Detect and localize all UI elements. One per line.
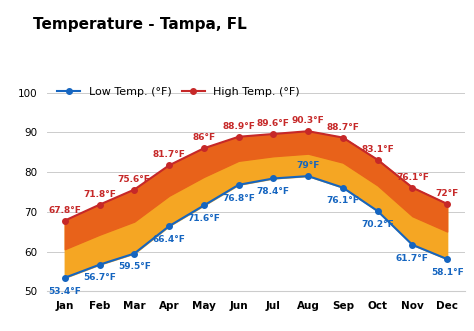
Text: 75.6°F: 75.6°F [118,175,151,184]
Text: 72°F: 72°F [436,189,459,198]
Text: 79°F: 79°F [296,161,320,170]
Text: Temperature - Tampa, FL: Temperature - Tampa, FL [33,17,247,31]
Text: 88.7°F: 88.7°F [327,122,359,132]
Text: 70.2°F: 70.2°F [361,220,394,229]
Text: 88.9°F: 88.9°F [222,122,255,131]
Text: 53.4°F: 53.4°F [48,287,81,296]
Text: 86°F: 86°F [192,133,215,142]
Text: 56.7°F: 56.7°F [83,273,116,282]
Text: 58.1°F: 58.1°F [431,268,464,277]
Text: 76.1°F: 76.1°F [327,196,359,205]
Text: 83.1°F: 83.1°F [361,145,394,154]
Text: 71.8°F: 71.8°F [83,190,116,199]
Text: 59.5°F: 59.5°F [118,262,151,271]
Text: 76.1°F: 76.1°F [396,173,429,182]
Text: 78.4°F: 78.4°F [257,187,290,196]
Text: 90.3°F: 90.3°F [292,116,325,125]
Text: 89.6°F: 89.6°F [257,119,290,128]
Text: 71.6°F: 71.6°F [187,214,220,223]
Text: 76.8°F: 76.8°F [222,194,255,203]
Text: 67.8°F: 67.8°F [48,206,81,214]
Legend: Low Temp. (°F), High Temp. (°F): Low Temp. (°F), High Temp. (°F) [53,82,305,101]
Text: 61.7°F: 61.7°F [396,254,429,262]
Text: 66.4°F: 66.4°F [153,235,185,244]
Text: 81.7°F: 81.7°F [153,150,185,160]
